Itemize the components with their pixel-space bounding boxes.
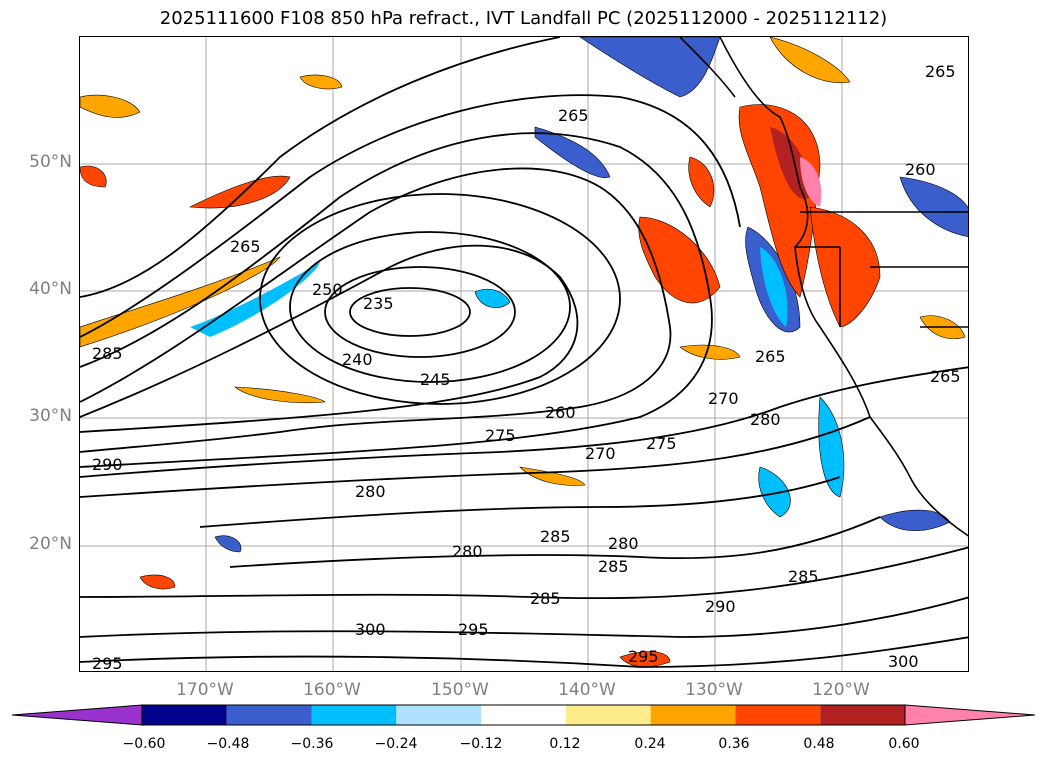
contour-label: 285 [530, 589, 561, 608]
contour-label: 265 [925, 62, 956, 81]
colorbar-tick: −0.12 [459, 736, 503, 752]
lon-label-140w: 140°W [558, 680, 616, 700]
colorbar-segment [11, 704, 143, 726]
contour-label: 270 [585, 444, 616, 463]
contour-label: 295 [628, 647, 659, 666]
lat-label-20n: 20°N [29, 534, 72, 554]
colorbar-segment [904, 704, 1036, 726]
contour-label: 290 [92, 455, 123, 474]
contour-label: 245 [420, 370, 451, 389]
contour-label: 265 [558, 106, 589, 125]
colorbar-tick: 0.12 [549, 736, 581, 752]
lon-label-120w: 120°W [812, 680, 870, 700]
map-panel: 265 265 265 260 265 250 235 240 245 260 … [79, 36, 969, 672]
colorbar-segment [226, 705, 312, 725]
colorbar-tick: −0.60 [122, 736, 166, 752]
contour-label: 235 [363, 294, 394, 313]
contour-label: 250 [312, 280, 343, 299]
lat-label-50n: 50°N [29, 152, 72, 172]
lon-label-160w: 160°W [303, 680, 361, 700]
lon-label-150w: 150°W [431, 680, 489, 700]
contour-label: 290 [705, 597, 736, 616]
colorbar-segment [735, 705, 821, 725]
contour-label: 240 [342, 350, 373, 369]
contour-label: 275 [485, 426, 516, 445]
chart-title: 2025111600 F108 850 hPa refract., IVT La… [159, 8, 888, 29]
contour-label: 280 [355, 482, 386, 501]
contour-label: 265 [230, 237, 261, 256]
shaded-field [80, 37, 968, 667]
contour-label: 300 [355, 620, 386, 639]
contour-label: 280 [608, 534, 639, 553]
map-canvas: 265 265 265 260 265 250 235 240 245 260 … [80, 37, 968, 672]
colorbar-segment [565, 705, 651, 725]
contour-label: 280 [750, 410, 781, 429]
lat-label-30n: 30°N [29, 406, 72, 426]
lon-label-130w: 130°W [685, 680, 743, 700]
contour-label: 260 [905, 160, 936, 179]
contour-label: 265 [755, 347, 786, 366]
colorbar-outline [141, 704, 906, 726]
contour-label: 285 [598, 557, 629, 576]
lat-label-40n: 40°N [29, 279, 72, 299]
colorbar-segment [142, 705, 227, 725]
colorbar-tick: 0.48 [803, 736, 835, 752]
lon-label-170w: 170°W [176, 680, 234, 700]
colorbar-segment [820, 705, 905, 725]
contour-label: 295 [458, 620, 489, 639]
colorbar-tick: −0.48 [206, 736, 250, 752]
contour-label: 285 [92, 344, 123, 363]
contour-label: 280 [452, 542, 483, 561]
contour-label: 285 [788, 567, 819, 586]
contour-label: 295 [92, 654, 123, 672]
contour-label: 300 [888, 652, 919, 671]
contour-label: 275 [646, 434, 677, 453]
colorbar-tick: −0.24 [374, 736, 418, 752]
contour-lines [80, 37, 968, 668]
colorbar-segment [650, 705, 736, 725]
coastlines [679, 37, 968, 537]
colorbar-segment [311, 705, 397, 725]
colorbar-segment [481, 705, 566, 725]
colorbar-tick: 0.24 [634, 736, 666, 752]
contour-label: 285 [540, 527, 571, 546]
contour-label: 265 [930, 367, 961, 386]
colorbar-tick: 0.60 [888, 736, 920, 752]
contour-label: 270 [708, 389, 739, 408]
colorbar-segment [396, 705, 482, 725]
colorbar [11, 704, 1036, 726]
contour-labels: 265 265 265 260 265 250 235 240 245 260 … [92, 62, 961, 672]
colorbar-tick: −0.36 [290, 736, 334, 752]
contour-label: 260 [545, 403, 576, 422]
colorbar-tick: 0.36 [718, 736, 750, 752]
